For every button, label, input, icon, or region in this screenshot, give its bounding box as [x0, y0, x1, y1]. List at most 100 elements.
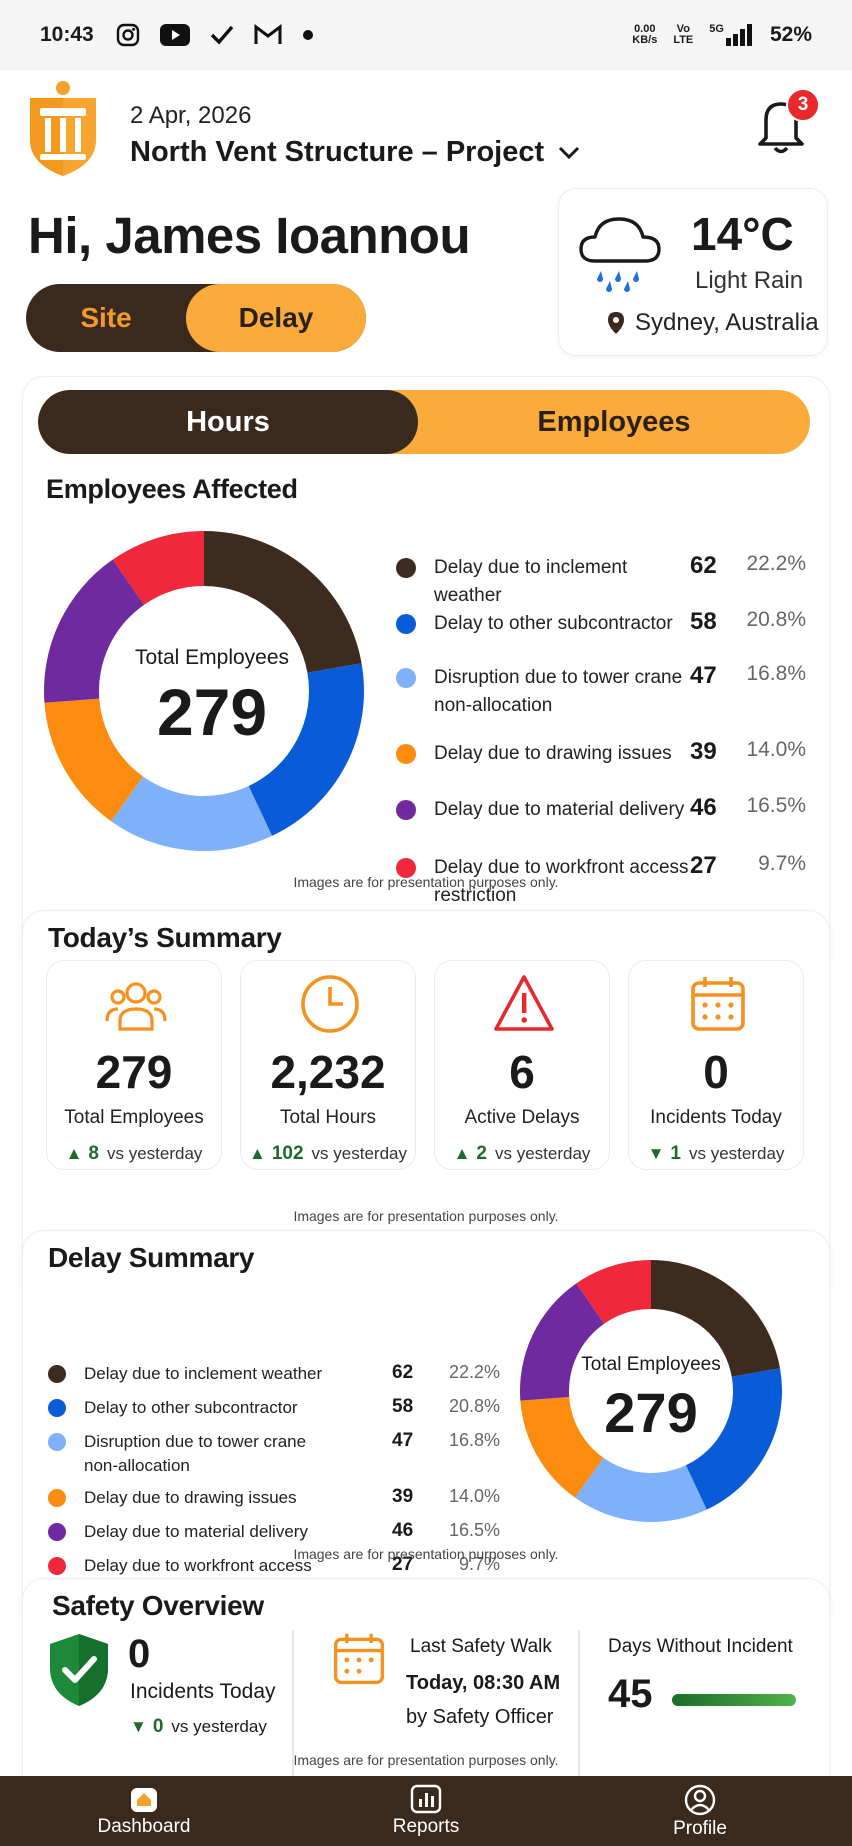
days-progress-fill: [672, 1694, 796, 1706]
legend-percent: 9.7%: [758, 852, 806, 875]
legend-value: 46: [690, 794, 717, 821]
notification-dot-icon: [302, 30, 313, 40]
company-logo: [30, 81, 96, 176]
notification-badge: 3: [786, 88, 820, 122]
nav-profile[interactable]: Profile: [600, 1776, 800, 1846]
legend-label: Delay due to material delivery: [84, 1522, 308, 1541]
status-time: 10:43: [40, 23, 94, 46]
days-without-incident-title: Days Without Incident: [608, 1636, 793, 1657]
employees-donut-slice-5: [112, 531, 204, 605]
safety-incidents-label: Incidents Today: [130, 1680, 276, 1703]
legend-label: Delay to other subcontractor: [434, 613, 673, 634]
legend-value: 62: [392, 1362, 414, 1383]
rain-cloud-icon: [579, 217, 661, 292]
delay-donut-slice-1: [685, 1368, 782, 1510]
chevron-down-icon: [559, 146, 580, 159]
project-selector[interactable]: North Vent Structure – Project: [130, 136, 580, 169]
summary-card-employees[interactable]: 279 Total Employees ▲ 8 vs yesterday: [46, 960, 222, 1170]
delay-summary-title: Delay Summary: [48, 1242, 255, 1273]
footnote-safety: Images are for presentation purposes onl…: [293, 1752, 559, 1768]
tab-employees[interactable]: Employees: [537, 405, 691, 438]
employees-affected-card: [22, 376, 830, 976]
safety-walk-title: Last Safety Walk: [410, 1636, 552, 1657]
safety-divider-2: [578, 1630, 580, 1780]
legend-color-dot: [396, 558, 416, 578]
summary-card-incidents[interactable]: 0 Incidents Today ▼ 1 vs yesterday: [628, 960, 804, 1170]
legend-color-dot: [48, 1433, 66, 1451]
reports-icon: [410, 1784, 442, 1814]
weather-card: 14°C Light Rain Sydney, Australia: [558, 188, 828, 356]
safety-incidents-value: 0: [128, 1632, 151, 1676]
legend-percent: 22.2%: [448, 1362, 500, 1382]
tab-hours[interactable]: Hours: [38, 390, 418, 454]
legend-percent: 20.8%: [746, 608, 806, 631]
nav-reports[interactable]: Reports: [326, 1776, 526, 1846]
legend-value: 46: [392, 1520, 414, 1541]
clock-icon: [301, 975, 359, 1033]
legend-value: 39: [690, 738, 717, 765]
delay-donut-slice-2: [574, 1457, 707, 1522]
greeting: Hi, James Ioannou: [28, 207, 471, 264]
donut-center-label: Total Employees: [134, 646, 290, 669]
footnote-employees: Images are for presentation purposes onl…: [293, 874, 559, 890]
toggle-delay[interactable]: Delay: [186, 284, 366, 352]
legend-label: Delay due to drawing issues: [84, 1488, 297, 1507]
legend-color-dot: [396, 800, 416, 820]
delay-donut-slice-5: [576, 1260, 651, 1324]
legend-value: 47: [690, 662, 717, 689]
calendar-icon: [333, 1633, 385, 1685]
legend-value: 58: [690, 608, 717, 635]
shield-check-icon: [50, 1634, 108, 1706]
trend-up-icon: ▲: [65, 1144, 83, 1163]
legend-percent: 14.0%: [448, 1486, 500, 1506]
legend-value: 27: [392, 1554, 414, 1575]
toggle-site[interactable]: Site: [80, 302, 132, 333]
user-profile-icon: [684, 1784, 716, 1816]
trend-down-icon: ▼: [647, 1144, 665, 1163]
status-bar: 10:43 0.00 KB/s Vo LTE 5G 52%: [0, 0, 852, 70]
legend-label: Delay due to inclement weather: [434, 557, 628, 606]
volte-indicator: Vo LTE: [673, 23, 694, 46]
bottom-navigation: Dashboard Reports Profile: [0, 1776, 852, 1846]
legend-color-dot: [396, 614, 416, 634]
legend-percent: 16.8%: [448, 1430, 500, 1450]
weather-condition: Light Rain: [695, 267, 804, 294]
project-name: North Vent Structure – Project: [130, 136, 545, 168]
days-progress-track: [672, 1694, 796, 1706]
legend-label: Disruption due to tower crane non-allocat…: [434, 667, 683, 716]
summary-card-delays[interactable]: 6 Active Delays ▲ 2 vs yesterday: [434, 960, 610, 1170]
safety-walk-by: by Safety Officer: [406, 1706, 554, 1728]
legend-percent: 14.0%: [746, 738, 806, 761]
employees-donut-slice-3: [44, 698, 144, 822]
employees-donut-slice-0: [204, 531, 362, 673]
instagram-icon: [116, 23, 139, 47]
delay-donut-center-value: 279: [604, 1381, 698, 1444]
todays-summary-title: Today’s Summary: [48, 922, 282, 953]
legend-label: Delay due to material delivery: [434, 799, 685, 820]
legend-percent: 9.7%: [458, 1554, 500, 1574]
donut-center-value: 279: [156, 675, 268, 749]
youtube-icon: [159, 24, 190, 46]
employees-donut-chart: [44, 531, 364, 851]
signal-icon: 5G: [709, 24, 754, 46]
employees-donut-slice-1: [248, 663, 364, 836]
trend-up-icon: ▲: [453, 1144, 471, 1163]
summary-card-hours[interactable]: 2,232 Total Hours ▲ 102 vs yesterday: [240, 960, 416, 1170]
battery-level: 52%: [769, 23, 812, 46]
legend-percent: 22.2%: [746, 552, 806, 575]
nav-dashboard[interactable]: Dashboard: [44, 1776, 244, 1846]
calendar-icon: [691, 977, 745, 1031]
legend-color-dot: [396, 744, 416, 764]
delay-donut-slice-3: [520, 1396, 604, 1498]
weather-location: Sydney, Australia: [607, 309, 819, 337]
legend-percent: 16.5%: [448, 1520, 500, 1540]
days-without-incident-value: 45: [608, 1672, 653, 1716]
delay-summary-donut-chart: [520, 1260, 782, 1522]
weather-temperature: 14°C: [691, 208, 794, 260]
employees-affected-title: Employees Affected: [46, 474, 298, 504]
safety-incidents-trend: ▼ 0 vs yesterday: [130, 1716, 267, 1737]
legend-percent: 16.5%: [746, 794, 806, 817]
legend-value: 58: [392, 1396, 414, 1417]
check-icon: [210, 25, 234, 45]
